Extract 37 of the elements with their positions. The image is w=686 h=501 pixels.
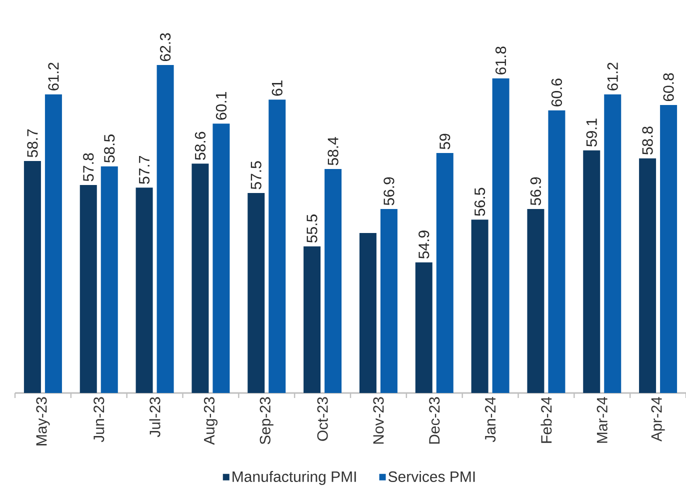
data-label: 62.3 [160,33,171,62]
data-label: 59.1 [586,118,597,147]
data-label: 58.5 [104,134,115,163]
x-tick-label: Nov-23 [373,397,384,444]
data-label: 55.5 [306,214,318,243]
data-label: 60.8 [663,73,674,102]
data-label: 58.8 [642,126,653,155]
x-tick-label: Jan-24 [484,396,496,442]
x-tick-label: Mar-24 [596,396,608,443]
x-tick-label: Sep-23 [260,397,274,444]
data-label: 57.5 [250,161,262,190]
data-label: 58.7 [27,129,38,158]
data-label: 58.4 [328,137,338,166]
data-label: 57.7 [139,156,150,184]
data-label: 60.6 [551,78,562,106]
x-tick-label: Aug-23 [204,397,218,445]
data-label: 61.8 [495,46,506,74]
data-label: 61.2 [607,62,618,90]
legend-label: Services PMI [388,470,475,482]
data-label: 59 [440,134,450,150]
x-tick-label: Jul-23 [149,397,160,438]
legend-label: Manufacturing PMI [232,470,356,485]
data-label: 60.1 [216,92,227,120]
x-tick-label: Oct-23 [317,397,328,441]
x-tick-label: May-23 [36,397,50,446]
x-tick-label: Dec-23 [429,397,440,444]
data-label: 54.9 [418,230,430,259]
x-tick-label: Jun-23 [94,397,104,442]
data-label: 61.2 [48,62,59,90]
x-tick-label: Apr-24 [651,396,665,442]
x-tick-label: Feb-24 [540,396,552,443]
data-label: 57.8 [83,153,94,182]
data-label: 56.9 [384,177,394,206]
data-label: 58.6 [194,132,206,160]
data-label: 61 [272,80,282,96]
data-label: 56.9 [530,177,542,206]
data-label: 56.5 [474,188,486,216]
